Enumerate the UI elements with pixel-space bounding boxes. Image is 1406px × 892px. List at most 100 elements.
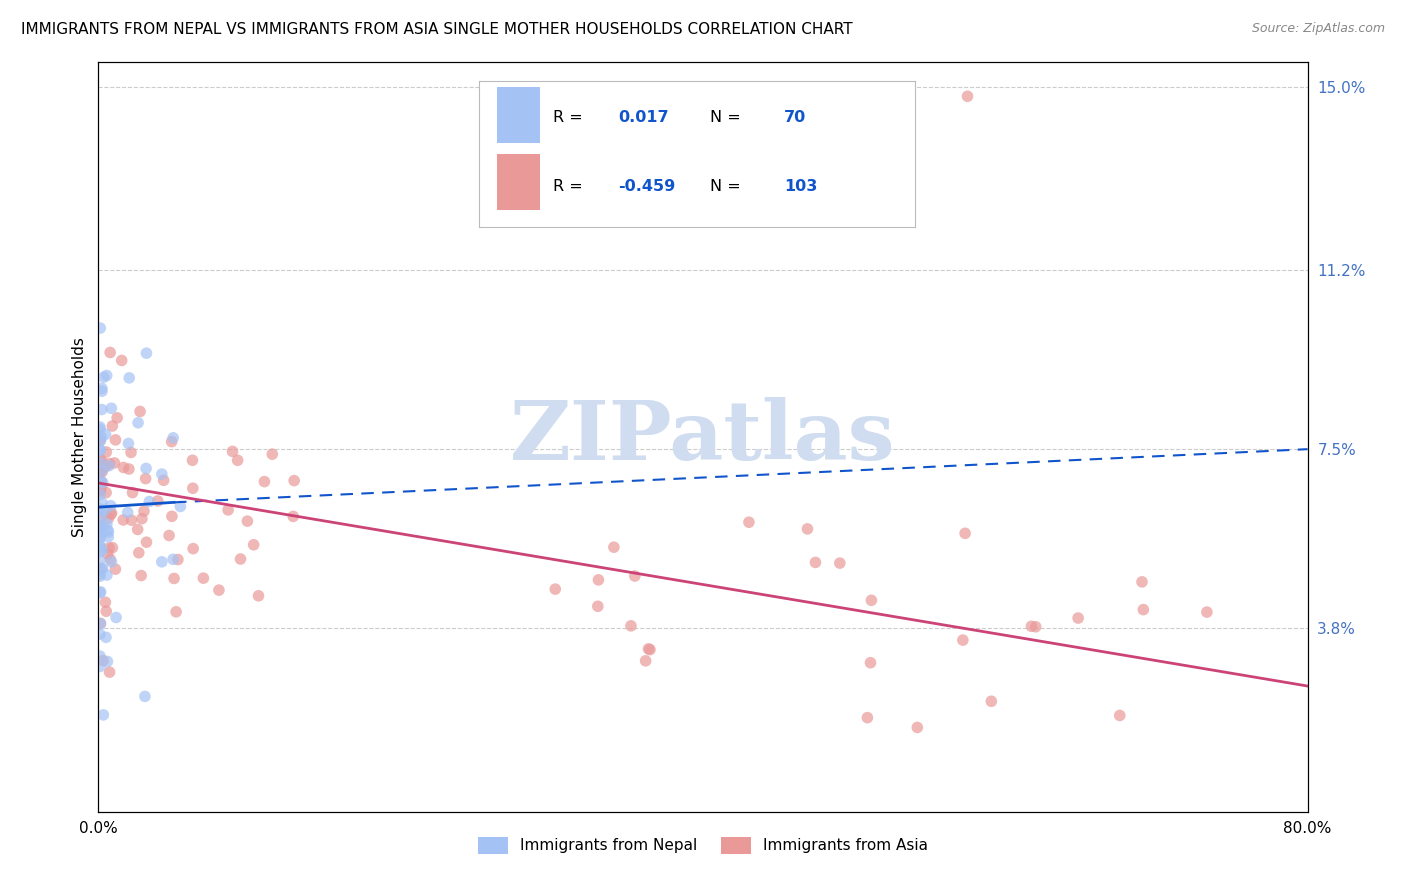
Point (89, 529, 111, 543)
Point (89, 540, 111, 554)
Point (89, 466, 111, 480)
Point (100, 499, 122, 513)
Point (98, 552, 121, 566)
Point (796, 522, 818, 536)
Point (131, 511, 153, 525)
Point (98, 458, 121, 473)
Point (89, 627, 111, 641)
Point (283, 474, 305, 488)
Point (89, 456, 111, 470)
Point (181, 481, 204, 495)
Point (89, 567, 111, 582)
Point (97, 547, 120, 561)
Point (98, 665, 121, 680)
Point (96, 604, 118, 618)
Point (283, 509, 305, 524)
Point (94, 459, 117, 474)
Point (181, 453, 204, 467)
Point (860, 593, 883, 607)
Point (105, 610, 128, 624)
Point (253, 475, 276, 489)
Point (217, 503, 239, 517)
Point (638, 642, 661, 657)
Point (89, 569, 111, 583)
Point (160, 509, 183, 524)
Point (150, 555, 173, 569)
Point (90, 479, 112, 493)
Point (980, 694, 1002, 708)
Point (90, 504, 112, 518)
Point (221, 444, 243, 458)
Point (163, 571, 186, 585)
Point (90, 434, 112, 448)
Point (91, 542, 114, 557)
Point (90, 464, 112, 478)
Point (162, 431, 184, 445)
Point (90, 511, 112, 525)
Point (96, 655, 118, 669)
Point (100, 506, 122, 520)
Point (89, 511, 111, 525)
Point (96, 516, 118, 531)
Point (135, 472, 157, 486)
Y-axis label: Single Mother Households: Single Mother Households (72, 337, 87, 537)
Point (135, 346, 157, 360)
Point (100, 401, 122, 416)
Point (89, 321, 111, 335)
Point (544, 582, 567, 596)
Point (93, 504, 115, 518)
Point (90, 585, 112, 599)
Point (181, 541, 204, 556)
Point (117, 505, 139, 519)
Point (586, 599, 609, 614)
Point (118, 371, 141, 385)
Point (97, 530, 120, 544)
Point (89, 538, 111, 552)
Point (112, 513, 135, 527)
Point (94, 485, 117, 500)
Point (91, 562, 114, 576)
Point (96, 568, 118, 582)
Point (101, 419, 124, 434)
Point (91, 475, 114, 490)
Point (247, 589, 270, 603)
Point (100, 555, 122, 569)
Point (117, 436, 139, 450)
Point (89, 422, 111, 436)
Point (121, 513, 143, 527)
Point (804, 556, 827, 570)
Point (828, 556, 851, 570)
Point (89, 616, 111, 631)
Point (93, 707, 115, 722)
Point (101, 541, 124, 555)
Point (89, 519, 111, 533)
Point (90, 430, 112, 444)
Point (105, 410, 128, 425)
Point (103, 456, 125, 470)
Point (96, 445, 118, 459)
Point (89, 475, 111, 489)
Point (93, 370, 115, 384)
Point (620, 619, 643, 633)
Point (1108, 708, 1130, 723)
Point (97, 511, 120, 525)
Point (1025, 620, 1047, 634)
Point (90, 381, 112, 395)
Point (96, 368, 118, 383)
Point (89, 544, 111, 558)
Point (94, 427, 117, 442)
Point (94, 595, 117, 609)
Point (91, 520, 114, 534)
Point (157, 528, 180, 542)
Point (634, 654, 657, 668)
Point (112, 460, 135, 475)
Point (120, 445, 142, 459)
Text: Source: ZipAtlas.com: Source: ZipAtlas.com (1251, 22, 1385, 36)
Point (169, 500, 191, 514)
Point (1130, 574, 1153, 589)
Point (236, 514, 259, 528)
Point (91, 654, 114, 668)
Point (91, 460, 114, 475)
Text: IMMIGRANTS FROM NEPAL VS IMMIGRANTS FROM ASIA SINGLE MOTHER HOUSEHOLDS CORRELATI: IMMIGRANTS FROM NEPAL VS IMMIGRANTS FROM… (21, 22, 852, 37)
Point (90, 453, 112, 467)
